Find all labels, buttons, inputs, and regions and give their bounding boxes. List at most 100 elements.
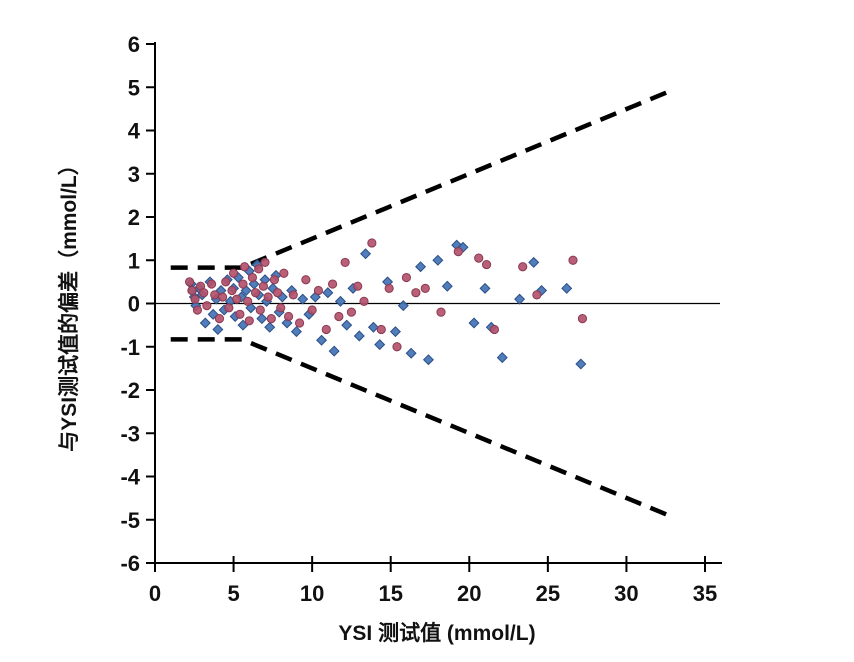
lower-limit-line <box>170 337 670 518</box>
data-point-diamond <box>415 261 427 273</box>
data-point-diamond <box>297 293 309 305</box>
data-point-diamond <box>561 282 573 294</box>
data-point-circle <box>420 283 430 293</box>
data-point-diamond <box>432 254 444 266</box>
x-tick-label: 15 <box>378 581 402 606</box>
data-point-circle <box>359 296 369 306</box>
data-point-circle <box>481 259 492 270</box>
data-point-circle <box>217 292 228 302</box>
y-tick-label: -1 <box>120 335 140 360</box>
data-point-circle <box>436 307 446 317</box>
data-point-circle <box>199 288 209 298</box>
data-point-circle <box>301 275 311 285</box>
data-point-diamond <box>334 295 346 307</box>
data-point-circle <box>247 272 258 283</box>
data-point-circle <box>244 316 254 326</box>
data-point-circle <box>279 268 289 278</box>
data-point-circle <box>384 283 394 293</box>
x-tick-label: 5 <box>227 581 239 606</box>
data-point-circle <box>321 324 331 335</box>
data-point-diamond <box>212 323 224 335</box>
data-point-circle <box>518 262 528 272</box>
data-point-circle <box>532 290 542 300</box>
data-point-diamond <box>528 256 540 268</box>
data-point-diamond <box>397 300 409 312</box>
data-point-diamond <box>360 248 372 260</box>
data-point-diamond <box>575 358 587 370</box>
y-tick-label: -6 <box>120 551 140 576</box>
data-point-diamond <box>479 282 491 294</box>
data-point-circle <box>187 285 197 296</box>
data-point-circle <box>346 307 357 317</box>
data-point-diamond <box>367 321 379 333</box>
data-point-diamond <box>328 345 340 357</box>
data-point-circle <box>313 285 324 296</box>
data-point-diamond <box>353 330 365 342</box>
data-point-circle <box>228 268 239 278</box>
y-tick-label: 4 <box>128 119 141 144</box>
data-point-circle <box>307 305 317 315</box>
data-point-circle <box>243 296 253 306</box>
data-point-circle <box>190 294 200 304</box>
data-point-diamond <box>514 293 526 305</box>
data-point-circle <box>276 303 286 313</box>
data-point-diamond <box>264 321 276 333</box>
data-point-circle <box>239 262 250 272</box>
y-tick-label: -4 <box>120 465 140 490</box>
data-point-circle <box>272 288 283 298</box>
data-point-circle <box>202 301 212 311</box>
data-point-circle <box>214 314 225 324</box>
data-point-diamond <box>341 319 353 331</box>
data-point-circle <box>283 311 294 322</box>
y-tick-label: 3 <box>128 162 140 187</box>
upper-limit-line <box>170 89 670 270</box>
data-point-circle <box>184 277 195 287</box>
data-point-diamond <box>290 326 302 338</box>
data-point-circle <box>250 288 261 298</box>
data-point-circle <box>269 275 280 285</box>
data-point-circle <box>327 279 338 289</box>
y-axis-title: 与YSI测试值的偏差（mmol/L） <box>57 154 81 452</box>
x-tick-label: 30 <box>614 581 638 606</box>
data-point-circle <box>367 238 377 248</box>
data-point-circle <box>254 264 264 274</box>
data-point-circle <box>192 305 203 315</box>
data-point-circle <box>263 292 273 302</box>
data-point-circle <box>221 277 231 287</box>
data-point-circle <box>474 253 484 263</box>
y-tick-label: 0 <box>128 292 140 317</box>
data-point-circle <box>411 288 421 298</box>
data-point-circle <box>453 247 463 257</box>
data-point-circle <box>266 314 276 324</box>
x-tick-label: 20 <box>457 581 481 606</box>
data-point-diamond <box>441 280 453 292</box>
data-point-circle <box>376 324 386 335</box>
y-tick-label: 6 <box>128 32 140 57</box>
data-point-circle <box>334 311 344 322</box>
data-point-diamond <box>422 354 434 366</box>
data-point-diamond <box>389 326 401 338</box>
plot-layer: -6 -5 -4 -3 -2 -1 0 1 2 3 4 5 6 0 5 10 15 20 25 30 35 <box>120 32 722 606</box>
x-tick-label: 0 <box>149 581 161 606</box>
data-point-circle <box>489 324 500 335</box>
data-point-circle <box>258 281 269 291</box>
x-axis-title: YSI 测试值 (mmol/L) <box>338 621 535 645</box>
data-point-diamond <box>199 317 211 329</box>
data-point-circle <box>206 279 217 289</box>
data-point-circle <box>577 314 588 324</box>
data-point-circle <box>238 279 248 289</box>
y-tick-label: -3 <box>120 421 140 446</box>
data-point-circle <box>294 318 305 328</box>
data-point-circle <box>232 294 242 304</box>
data-point-circle <box>288 290 298 300</box>
data-point-diamond <box>374 339 386 351</box>
y-tick-label: -2 <box>120 378 140 403</box>
data-point-circle <box>392 342 402 352</box>
y-tick-label: 5 <box>128 75 140 100</box>
data-point-circle <box>235 309 245 319</box>
data-point-circle <box>227 285 237 296</box>
data-point-diamond <box>316 334 328 346</box>
data-point-circle <box>340 257 350 268</box>
